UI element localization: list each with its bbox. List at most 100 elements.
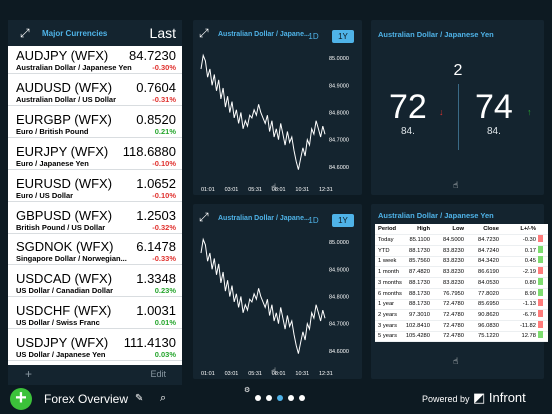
- cell-low: 83.8230: [443, 279, 464, 286]
- watchlist-header: ⤢ Major Currencies Last: [8, 20, 182, 46]
- cell-high: 97.3010: [409, 311, 430, 318]
- symbol: USDCAD (WFX): [16, 271, 113, 287]
- spread-value: 2: [453, 62, 463, 79]
- column-header[interactable]: Close: [483, 226, 499, 232]
- cell-period: 2 years: [378, 311, 398, 318]
- page-title[interactable]: Forex Overview: [44, 392, 129, 406]
- edit-button[interactable]: Edit: [150, 369, 166, 379]
- table-row: 5 years 105.4280 72.4780 75.1220 12.78: [375, 331, 548, 343]
- page-indicator[interactable]: ⚙: [244, 387, 310, 406]
- cell-high: 85.7560: [409, 258, 430, 265]
- watchlist-row[interactable]: AUDJPY (WFX) Australian Dollar / Japanese…: [8, 46, 182, 74]
- watchlist-row[interactable]: AUDUSD (WFX) Australian Dollar / US Dolla…: [8, 77, 182, 106]
- tab-1d[interactable]: 1D: [308, 32, 319, 41]
- y-tick-label: 84.7000: [329, 138, 349, 144]
- cell-pct: -6.76: [522, 311, 536, 318]
- page-dot[interactable]: [288, 395, 295, 401]
- search-icon[interactable]: ⌕: [160, 392, 167, 404]
- y-tick-label: 84.6000: [329, 165, 349, 171]
- change-percent: -0.30%: [152, 63, 176, 72]
- change-bar: [538, 235, 543, 242]
- y-tick-label: 85.0000: [329, 240, 349, 246]
- change-percent: -0.10%: [152, 158, 176, 168]
- powered-by-label: Powered by: [422, 394, 470, 404]
- expand-icon[interactable]: ⤢: [20, 26, 30, 40]
- instrument-description: Euro / US Dollar: [16, 190, 74, 200]
- watchlist-footer: + Edit: [8, 365, 182, 385]
- symbol: EURUSD (WFX): [16, 175, 113, 191]
- ask-price-small: 84.: [487, 126, 501, 137]
- x-tick-label: 01:01: [201, 187, 215, 193]
- last-price: 1.0031: [136, 303, 176, 319]
- price-chart[interactable]: 85.0000 84.9000 84.8000 84.7000 84.6000 01:01…: [193, 204, 362, 379]
- symbol: USDCHF (WFX): [16, 303, 112, 319]
- cell-period: 1 year: [378, 301, 395, 308]
- expand-icon[interactable]: ⤢: [199, 26, 209, 40]
- pencil-icon[interactable]: ✎: [135, 393, 144, 404]
- watchlist-row[interactable]: USDCAD (WFX) US Dollar / Canadian Dollar 1…: [8, 269, 182, 298]
- logo-text: Infront: [488, 390, 526, 405]
- chart-title: Australian Dollar / Japane...: [218, 31, 310, 38]
- cell-low: 72.4780: [443, 301, 464, 308]
- last-price: 111.4130: [123, 335, 176, 351]
- cell-pct: -2.19: [522, 269, 536, 276]
- tap-hand-icon[interactable]: ☝: [453, 180, 459, 190]
- x-tick-label: 03:01: [225, 187, 239, 193]
- bid-price-big[interactable]: 72: [389, 88, 427, 126]
- last-price: 0.8520: [136, 111, 176, 127]
- watchlist-row[interactable]: USDCHF (WFX) US Dollar / Swiss Franc 1.003…: [8, 301, 182, 330]
- watchlist-row[interactable]: EURJPY (WFX) Euro / Japanese Yen 118.6880-…: [8, 141, 182, 170]
- page-dot[interactable]: [277, 395, 284, 401]
- ask-price-big[interactable]: 74: [475, 88, 513, 126]
- cell-period: 5 years: [378, 333, 398, 340]
- watchlist-row[interactable]: GBPUSD (WFX) British Pound / US Dollar 1.2…: [8, 205, 182, 234]
- change-percent: -0.32%: [152, 222, 176, 232]
- watchlist-row[interactable]: USDJPY (WFX) US Dollar / Japanese Yen 111.…: [8, 333, 182, 362]
- infront-logo: ◩ Infront: [473, 390, 526, 405]
- tap-hand-icon[interactable]: ☝: [453, 356, 459, 366]
- cell-high: 85.1100: [409, 237, 430, 243]
- last-price: 1.0652: [136, 175, 176, 191]
- watchlist-row[interactable]: EURGBP (WFX) Euro / British Pound 0.8520 0.…: [8, 109, 182, 138]
- page-dot[interactable]: [266, 395, 273, 401]
- table-row: 6 months 88.1730 76.7950 77.8020 8.90: [375, 288, 548, 300]
- table-row: 3 years 102.8410 72.4780 96.0830 -11.82: [375, 320, 548, 332]
- watchlist-row[interactable]: SGDNOK (WFX) Singapore Dollar / Norwegian…: [8, 237, 182, 266]
- cell-close: 77.8020: [478, 290, 499, 297]
- tab-1y[interactable]: 1Y: [332, 30, 354, 43]
- tap-hand-icon[interactable]: ☝: [271, 366, 277, 376]
- watchlist-row[interactable]: EURUSD (WFX) Euro / US Dollar 1.0652 -0.10%: [8, 173, 182, 202]
- tab-1y[interactable]: 1Y: [332, 214, 354, 227]
- price-series-line: [200, 237, 326, 354]
- instrument-description: Euro / British Pound: [16, 126, 89, 136]
- tab-1d[interactable]: 1D: [308, 216, 319, 225]
- x-tick-label: 10:31: [295, 371, 309, 377]
- bid-price-small: 84.: [401, 126, 415, 137]
- table-row: 3 months 88.1730 83.8230 84.0530 0.80: [375, 277, 548, 289]
- add-instrument-button[interactable]: +: [25, 367, 33, 381]
- symbol: GBPUSD (WFX): [16, 207, 113, 223]
- column-header[interactable]: High: [417, 226, 430, 232]
- instrument-description: Australian Dollar / US Dollar: [16, 94, 117, 104]
- expand-icon[interactable]: ⤢: [199, 210, 209, 224]
- cell-pct: 0.80: [524, 279, 536, 286]
- column-header[interactable]: Low: [452, 226, 464, 232]
- price-chart[interactable]: 85.0000 84.9000 84.8000 84.7000 84.6000 01:01…: [193, 20, 362, 195]
- column-header[interactable]: Period: [378, 226, 397, 232]
- page-dot[interactable]: [299, 395, 306, 401]
- instrument-description: US Dollar / Canadian Dollar: [16, 286, 114, 296]
- tap-hand-icon[interactable]: ☝: [271, 182, 277, 192]
- settings-gear-icon[interactable]: ⚙: [244, 387, 251, 394]
- quote-divider: [458, 84, 459, 150]
- page-dot[interactable]: [255, 395, 262, 401]
- intraday-chart-panel: ⤢ Australian Dollar / Japane... 1D 1Y 85…: [193, 20, 362, 195]
- last-price: 1.3348: [136, 271, 176, 287]
- y-tick-label: 84.8000: [329, 295, 349, 301]
- add-page-button[interactable]: +: [10, 388, 32, 410]
- column-header[interactable]: L+/-%: [520, 226, 536, 232]
- last-price: 0.7604: [136, 79, 176, 95]
- symbol: EURGBP (WFX): [16, 111, 112, 127]
- cell-close: 75.1220: [478, 333, 499, 340]
- cell-high: 88.1730: [409, 247, 430, 254]
- change-percent: 0.21%: [154, 126, 176, 136]
